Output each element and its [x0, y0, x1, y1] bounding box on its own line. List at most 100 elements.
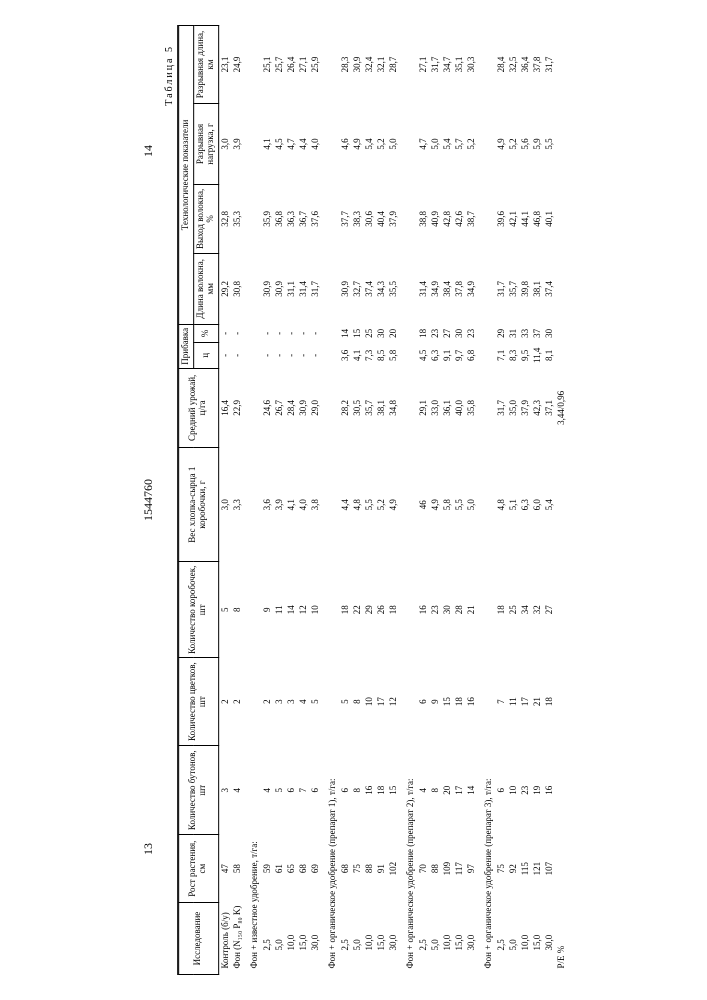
rotated-page: 13 1544760 14 Таблица 5 Исследование Рос…	[141, 25, 567, 975]
table-row: 30,06965103,829,0--31,737,64,025,9	[308, 26, 320, 975]
cell: 4,7	[416, 103, 428, 184]
cell: -	[284, 324, 296, 342]
cell: 29	[362, 562, 374, 658]
cell: 29	[494, 324, 506, 342]
col-break-load: Разрывная нагрузка, г	[193, 103, 218, 184]
cell: 16,4	[218, 368, 231, 447]
cell: 38,3	[350, 185, 362, 254]
cell: 28,7	[386, 26, 398, 104]
cell: 61	[272, 835, 284, 903]
cell: 30	[440, 562, 452, 658]
cell: 14	[338, 324, 350, 342]
cell: 3	[272, 658, 284, 746]
cell: 5,0	[464, 447, 476, 562]
cell: 5,5	[452, 447, 464, 562]
cell: 15	[440, 658, 452, 746]
section-label: Фон + органическое удобрение (препарат 3…	[476, 26, 494, 975]
col-fiber-out: Выход волокна, %	[193, 185, 218, 254]
cell: 10	[506, 746, 518, 835]
cell: 32	[530, 562, 542, 658]
cell: -	[230, 342, 242, 368]
cell: 34,8	[386, 368, 398, 447]
cell: 6,8	[464, 342, 476, 368]
cell: 3	[218, 746, 231, 835]
cell: 8	[350, 658, 362, 746]
cell: -	[284, 342, 296, 368]
cell: 37,4	[542, 253, 554, 324]
cell: 4,6	[338, 103, 350, 184]
cell: 115	[518, 835, 530, 903]
cell	[554, 26, 566, 104]
cell: 38,1	[530, 253, 542, 324]
cell: 7,1	[494, 342, 506, 368]
cell: 70	[416, 835, 428, 903]
cell	[554, 835, 566, 903]
table-row: 10,01152317346,337,99,53339,844,15,636,4	[518, 26, 530, 975]
data-table: Исследование Рост растения, см Количеств…	[178, 25, 567, 975]
cell: 18	[338, 562, 350, 658]
table-row: Фон + известное удобрение, т/га:	[242, 26, 260, 975]
cell: 23,1	[218, 26, 231, 104]
page-number-left: 13	[141, 843, 156, 855]
cell: 21	[530, 658, 542, 746]
col-weight: Вес хлопка-сырца 1 коробочки, г	[178, 447, 218, 562]
cell: 34	[518, 562, 530, 658]
cell: 75	[350, 835, 362, 903]
cell	[554, 447, 566, 562]
cell: 35,5	[386, 253, 398, 324]
cell: 7,3	[362, 342, 374, 368]
cell: 5,7	[452, 103, 464, 184]
cell: 32,1	[374, 26, 386, 104]
col-buds: Количество бутонов, шт	[178, 746, 218, 835]
cell: 31,7	[494, 368, 506, 447]
cell: 31	[506, 324, 518, 342]
cell: 2	[230, 658, 242, 746]
cell	[554, 658, 566, 746]
cell: 59	[260, 835, 272, 903]
row-label: 2,5	[416, 903, 428, 975]
cell: 18	[542, 658, 554, 746]
cell: 9,7	[452, 342, 464, 368]
cell	[554, 562, 566, 658]
table-row: 15,01211921326,042,311,43738,146,85,937,…	[530, 26, 542, 975]
cell: 8	[350, 746, 362, 835]
cell: 23	[428, 324, 440, 342]
col-study: Исследование	[178, 903, 218, 975]
cell: 37,4	[362, 253, 374, 324]
cell: 35,7	[506, 253, 518, 324]
cell: -	[308, 342, 320, 368]
cell: 28	[452, 562, 464, 658]
cell: 31,7	[308, 253, 320, 324]
cell: 30,9	[338, 253, 350, 324]
cell: -	[218, 324, 231, 342]
row-label: 15,0	[296, 903, 308, 975]
cell: 3,0	[218, 447, 231, 562]
cell: 88	[362, 835, 374, 903]
cell: 36,3	[284, 185, 296, 254]
table-row: 10,06563144,128,4--31,136,34,726,4	[284, 26, 296, 975]
cell: 23	[464, 324, 476, 342]
cell: 27	[440, 324, 452, 342]
cell: 28,3	[338, 26, 350, 104]
cell: 5,0	[428, 103, 440, 184]
cell: 30,9	[296, 368, 308, 447]
cell: 38,1	[374, 368, 386, 447]
cell: 16	[362, 746, 374, 835]
cell: 40,4	[374, 185, 386, 254]
cell: 29,0	[308, 368, 320, 447]
cell: 8	[428, 746, 440, 835]
cell: 34,3	[374, 253, 386, 324]
cell: 102	[386, 835, 398, 903]
cell: 36,8	[272, 185, 284, 254]
cell: 37,8	[452, 253, 464, 324]
cell: 92	[506, 835, 518, 903]
cell: 42,8	[440, 185, 452, 254]
cell: 36,4	[518, 26, 530, 104]
cell: 75	[494, 835, 506, 903]
cell: 17	[452, 746, 464, 835]
cell: 26,4	[284, 26, 296, 104]
table-row: 5,07588224,830,54,11532,738,34,930,9	[350, 26, 362, 975]
cell: 4,4	[296, 103, 308, 184]
cell: 14	[284, 562, 296, 658]
cell: -	[230, 324, 242, 342]
